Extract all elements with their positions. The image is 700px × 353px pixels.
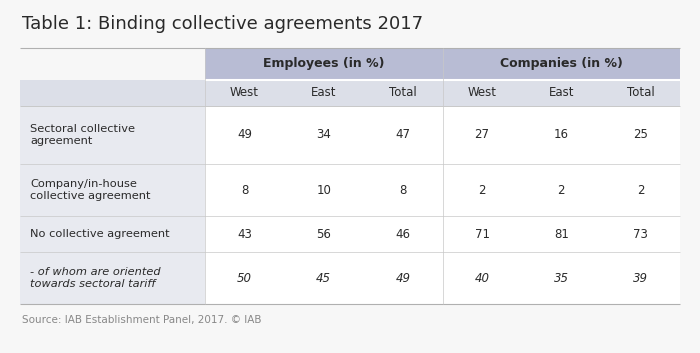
Text: No collective agreement: No collective agreement (30, 229, 169, 239)
Text: 45: 45 (316, 271, 331, 285)
Bar (601, 216, 680, 252)
Bar (284, 106, 363, 164)
Text: 8: 8 (399, 184, 407, 197)
Bar (205, 216, 284, 252)
Bar (442, 80, 522, 106)
Bar (442, 216, 522, 252)
Bar (522, 80, 601, 106)
Text: Table 1: Binding collective agreements 2017: Table 1: Binding collective agreements 2… (22, 15, 423, 33)
Text: East: East (549, 86, 574, 100)
Text: Total: Total (626, 86, 654, 100)
Bar (284, 252, 363, 304)
Text: 8: 8 (241, 184, 248, 197)
Bar (205, 80, 284, 106)
Text: 35: 35 (554, 271, 568, 285)
Bar (442, 164, 522, 216)
Text: 56: 56 (316, 227, 331, 240)
Bar (20, 80, 205, 106)
Bar (205, 164, 284, 216)
Text: 2: 2 (637, 184, 644, 197)
Text: Sectoral collective
agreement: Sectoral collective agreement (30, 124, 135, 146)
Text: Company/in-house
collective agreement: Company/in-house collective agreement (30, 179, 150, 201)
Bar (284, 164, 363, 216)
Bar (363, 216, 442, 252)
Bar (205, 252, 284, 304)
Text: 71: 71 (475, 227, 489, 240)
Text: 40: 40 (475, 271, 489, 285)
Text: East: East (311, 86, 337, 100)
Bar (20, 48, 680, 304)
Text: 46: 46 (395, 227, 410, 240)
Bar (20, 216, 205, 252)
Bar (442, 48, 680, 80)
Text: 16: 16 (554, 128, 568, 142)
Text: - of whom are oriented
towards sectoral tariff: - of whom are oriented towards sectoral … (30, 267, 160, 289)
Text: 47: 47 (395, 128, 410, 142)
Text: 2: 2 (478, 184, 486, 197)
Text: 49: 49 (395, 271, 410, 285)
Bar (20, 48, 205, 80)
Bar (363, 164, 442, 216)
Bar (442, 106, 522, 164)
Bar (20, 164, 205, 216)
Text: Companies (in %): Companies (in %) (500, 58, 623, 71)
Bar (522, 164, 601, 216)
Bar (20, 106, 205, 164)
Bar (601, 106, 680, 164)
Text: 50: 50 (237, 271, 252, 285)
Bar (601, 164, 680, 216)
Bar (601, 252, 680, 304)
Text: 73: 73 (633, 227, 648, 240)
Text: 27: 27 (475, 128, 489, 142)
Bar (284, 216, 363, 252)
Text: Source: IAB Establishment Panel, 2017. © IAB: Source: IAB Establishment Panel, 2017. ©… (22, 315, 262, 325)
Text: Employees (in %): Employees (in %) (263, 58, 384, 71)
Bar (522, 106, 601, 164)
Bar (363, 252, 442, 304)
Bar (363, 106, 442, 164)
Text: 81: 81 (554, 227, 568, 240)
Text: 43: 43 (237, 227, 252, 240)
Text: 2: 2 (557, 184, 565, 197)
Bar (522, 252, 601, 304)
Bar (20, 252, 205, 304)
Bar (442, 252, 522, 304)
Bar (601, 80, 680, 106)
Text: West: West (468, 86, 496, 100)
Text: 39: 39 (633, 271, 648, 285)
Text: 25: 25 (633, 128, 648, 142)
Text: 10: 10 (316, 184, 331, 197)
Text: 49: 49 (237, 128, 252, 142)
Bar (205, 48, 442, 80)
Text: Total: Total (389, 86, 416, 100)
Text: West: West (230, 86, 259, 100)
Bar (363, 80, 442, 106)
Bar (205, 106, 284, 164)
Bar (522, 216, 601, 252)
Text: 34: 34 (316, 128, 331, 142)
Bar (284, 80, 363, 106)
